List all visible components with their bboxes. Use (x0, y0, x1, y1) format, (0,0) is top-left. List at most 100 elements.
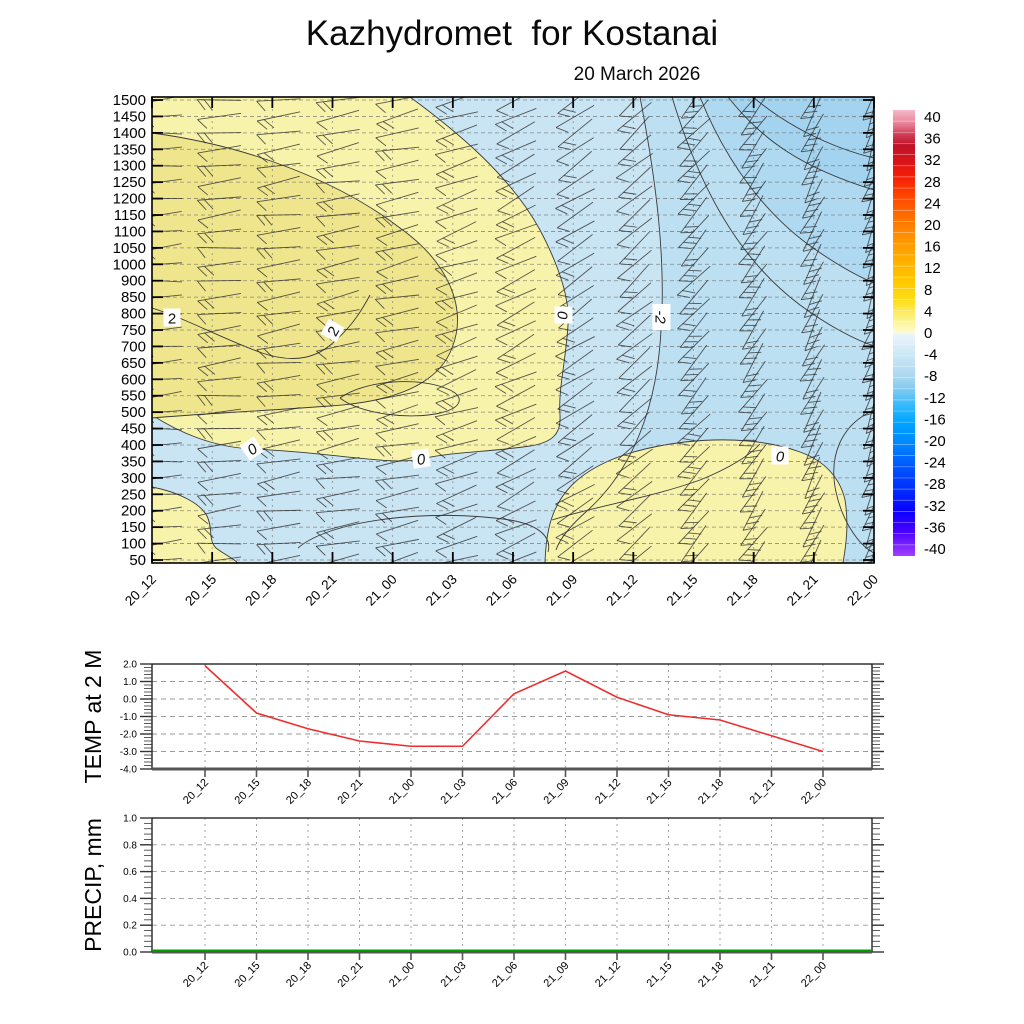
svg-text:21_15: 21_15 (645, 777, 675, 807)
svg-text:0: 0 (416, 451, 427, 469)
contour-labels: 220 -200 0 (163, 304, 789, 469)
svg-text:21_06: 21_06 (490, 960, 520, 990)
svg-text:-36: -36 (924, 519, 946, 536)
svg-text:450: 450 (121, 421, 146, 438)
svg-text:1100: 1100 (114, 223, 146, 240)
svg-text:21_21: 21_21 (748, 777, 778, 807)
svg-text:500: 500 (121, 404, 146, 421)
svg-text:21_09: 21_09 (542, 777, 572, 807)
svg-text:1050: 1050 (113, 240, 146, 257)
svg-text:12: 12 (924, 260, 941, 277)
svg-text:-3.0: -3.0 (120, 747, 138, 758)
svg-text:20_12: 20_12 (122, 572, 159, 609)
svg-text:21_03: 21_03 (439, 777, 469, 807)
svg-text:150: 150 (121, 519, 146, 536)
svg-text:22_00: 22_00 (799, 777, 829, 807)
svg-text:20_21: 20_21 (302, 572, 339, 609)
svg-text:1000: 1000 (113, 256, 146, 273)
precip-chart-ylabel: PRECIP, mm (80, 818, 106, 952)
svg-text:21_18: 21_18 (696, 960, 726, 990)
temp-chart-line (204, 665, 824, 753)
svg-text:600: 600 (121, 371, 146, 388)
svg-text:1450: 1450 (113, 108, 146, 125)
svg-text:0.6: 0.6 (123, 867, 137, 878)
svg-text:16: 16 (924, 239, 941, 256)
svg-text:21_00: 21_00 (363, 572, 400, 609)
svg-text:100: 100 (121, 536, 146, 553)
svg-text:24: 24 (924, 195, 941, 212)
main-y-axis-labels: 1500145014001350130012501200115011001050… (113, 92, 146, 569)
svg-text:-24: -24 (924, 455, 946, 472)
svg-text:0.0: 0.0 (123, 695, 137, 706)
svg-text:0.0: 0.0 (123, 948, 137, 959)
svg-text:-12: -12 (924, 390, 946, 407)
svg-text:50: 50 (129, 552, 146, 569)
precip-chart: 1.0 0.8 0.6 0.4 0.2 0.0 20_12 20_15 20_18 20_21 21… (80, 814, 884, 990)
svg-text:0: 0 (776, 449, 785, 466)
svg-text:21_03: 21_03 (439, 960, 469, 990)
temp-chart-ylabel: TEMP at 2 M (80, 650, 106, 784)
svg-text:1500: 1500 (113, 92, 146, 109)
svg-text:4: 4 (924, 303, 932, 320)
svg-text:20_18: 20_18 (242, 572, 279, 609)
colorbar-labels: 4036322824201612840-4-8-12-16-20-24-28-3… (924, 109, 946, 558)
page-title: Kazhydromet for Kostanai (305, 14, 719, 53)
svg-text:21_00: 21_00 (387, 777, 417, 807)
svg-text:20_21: 20_21 (336, 960, 366, 990)
svg-text:900: 900 (121, 273, 146, 290)
svg-text:21_21: 21_21 (784, 572, 821, 609)
svg-text:21_00: 21_00 (387, 960, 417, 990)
svg-text:0.4: 0.4 (123, 894, 137, 905)
svg-text:-32: -32 (924, 498, 946, 515)
svg-text:20_15: 20_15 (233, 960, 263, 990)
svg-text:20_18: 20_18 (284, 777, 314, 807)
svg-text:21_06: 21_06 (490, 777, 520, 807)
svg-text:36: 36 (924, 131, 941, 148)
svg-text:20_15: 20_15 (233, 777, 263, 807)
svg-text:32: 32 (924, 152, 941, 169)
svg-text:-8: -8 (924, 368, 937, 385)
svg-text:2: 2 (168, 311, 176, 328)
colorbar (893, 110, 915, 556)
main-axes (151, 96, 875, 564)
svg-text:250: 250 (121, 486, 146, 503)
svg-text:850: 850 (121, 289, 146, 306)
svg-text:40: 40 (924, 109, 941, 126)
svg-text:20_18: 20_18 (284, 960, 314, 990)
svg-text:-40: -40 (924, 541, 946, 558)
svg-text:1200: 1200 (113, 191, 146, 208)
svg-text:1300: 1300 (113, 158, 146, 175)
svg-text:1150: 1150 (114, 207, 146, 224)
svg-text:400: 400 (121, 437, 146, 454)
svg-text:22_00: 22_00 (799, 960, 829, 990)
svg-text:21_12: 21_12 (603, 572, 640, 609)
svg-text:1.0: 1.0 (123, 677, 137, 688)
svg-text:-2: -2 (652, 310, 669, 324)
svg-text:200: 200 (121, 503, 146, 520)
svg-text:1400: 1400 (113, 125, 146, 142)
svg-text:21_21: 21_21 (748, 960, 778, 990)
svg-text:20_21: 20_21 (336, 777, 366, 807)
svg-text:-16: -16 (924, 411, 946, 428)
svg-text:21_15: 21_15 (645, 960, 675, 990)
svg-text:550: 550 (121, 388, 146, 405)
svg-text:0: 0 (554, 311, 571, 320)
svg-text:-2.0: -2.0 (120, 730, 138, 741)
svg-text:-4.0: -4.0 (120, 765, 138, 776)
svg-text:-20: -20 (924, 433, 946, 450)
svg-text:1250: 1250 (113, 174, 146, 191)
svg-text:650: 650 (121, 355, 146, 372)
svg-text:21_06: 21_06 (483, 572, 520, 609)
svg-text:8: 8 (924, 282, 932, 299)
svg-text:-28: -28 (924, 476, 946, 493)
svg-text:21_09: 21_09 (543, 572, 580, 609)
svg-text:0.2: 0.2 (123, 921, 137, 932)
svg-text:750: 750 (121, 322, 146, 339)
temp-chart: 2.0 1.0 0.0 -1.0 -2.0 -3.0 -4.0 20_12 20_15 20_18… (80, 650, 884, 807)
svg-text:20_12: 20_12 (181, 777, 211, 807)
svg-text:21_18: 21_18 (696, 777, 726, 807)
svg-text:21_12: 21_12 (593, 960, 623, 990)
svg-text:0.8: 0.8 (123, 840, 137, 851)
svg-text:21_09: 21_09 (542, 960, 572, 990)
